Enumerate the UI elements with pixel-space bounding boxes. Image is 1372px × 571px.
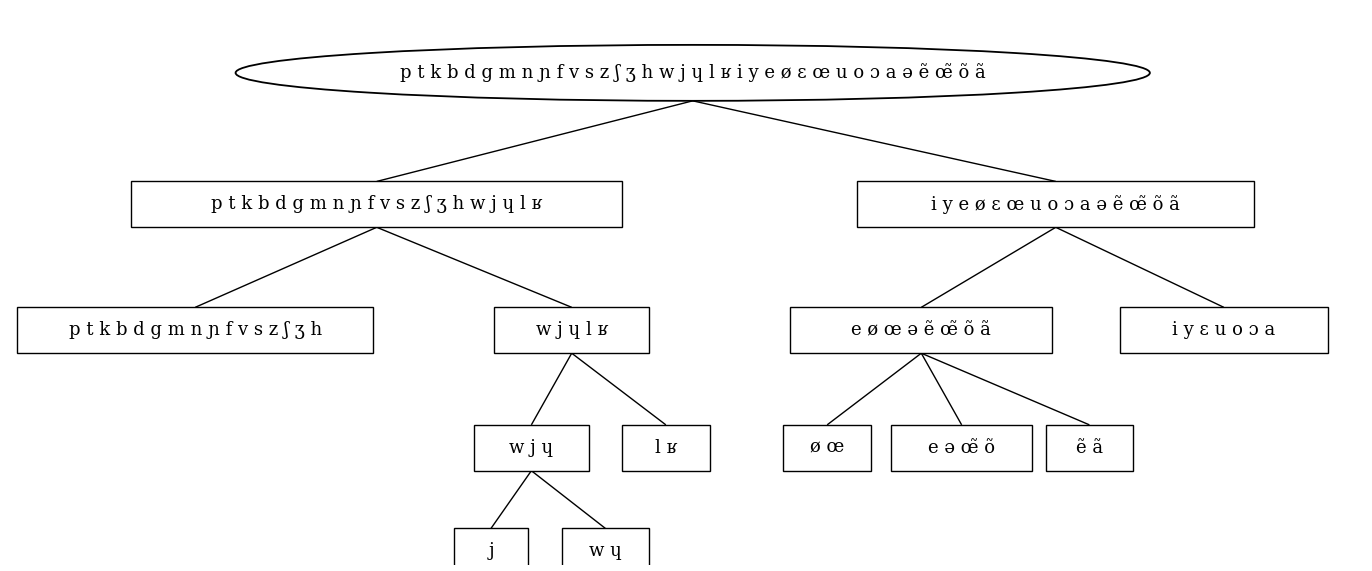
Text: i y e ø ɛ œ u o ɔ a ə ẽ œ̃ õ ã: i y e ø ɛ œ u o ɔ a ə ẽ œ̃ õ ã bbox=[932, 195, 1180, 214]
Text: e ø œ ə ẽ œ̃ õ ã: e ø œ ə ẽ œ̃ õ ã bbox=[852, 321, 991, 339]
FancyBboxPatch shape bbox=[132, 182, 622, 227]
FancyBboxPatch shape bbox=[622, 425, 709, 471]
FancyBboxPatch shape bbox=[475, 425, 589, 471]
Text: j: j bbox=[488, 542, 494, 560]
FancyBboxPatch shape bbox=[561, 528, 649, 571]
FancyBboxPatch shape bbox=[1045, 425, 1133, 471]
Text: w j ɥ l ʁ: w j ɥ l ʁ bbox=[535, 321, 608, 339]
FancyBboxPatch shape bbox=[790, 307, 1052, 353]
Text: p t k b d g m n ɲ f v s z ʃ ʒ h w j ɥ l ʁ: p t k b d g m n ɲ f v s z ʃ ʒ h w j ɥ l … bbox=[211, 195, 542, 214]
FancyBboxPatch shape bbox=[1120, 307, 1328, 353]
Text: p t k b d g m n ɲ f v s z ʃ ʒ h: p t k b d g m n ɲ f v s z ʃ ʒ h bbox=[69, 321, 322, 339]
FancyBboxPatch shape bbox=[890, 425, 1032, 471]
FancyBboxPatch shape bbox=[16, 307, 373, 353]
Text: ẽ ã: ẽ ã bbox=[1076, 439, 1103, 457]
FancyBboxPatch shape bbox=[454, 528, 528, 571]
Text: ø œ: ø œ bbox=[809, 439, 844, 457]
Text: w ɥ: w ɥ bbox=[589, 542, 622, 560]
Text: l ʁ: l ʁ bbox=[654, 439, 676, 457]
FancyBboxPatch shape bbox=[858, 182, 1254, 227]
Text: p t k b d g m n ɲ f v s z ʃ ʒ h w j ɥ l ʁ i y e ø ɛ œ u o ɔ a ə ẽ œ̃ õ ã: p t k b d g m n ɲ f v s z ʃ ʒ h w j ɥ l … bbox=[399, 63, 985, 82]
FancyBboxPatch shape bbox=[783, 425, 871, 471]
Text: i y ɛ u o ɔ a: i y ɛ u o ɔ a bbox=[1172, 321, 1276, 339]
FancyBboxPatch shape bbox=[494, 307, 649, 353]
Ellipse shape bbox=[236, 45, 1150, 101]
Text: e ə œ̃ õ: e ə œ̃ õ bbox=[927, 439, 995, 457]
Text: w j ɥ: w j ɥ bbox=[509, 439, 553, 457]
